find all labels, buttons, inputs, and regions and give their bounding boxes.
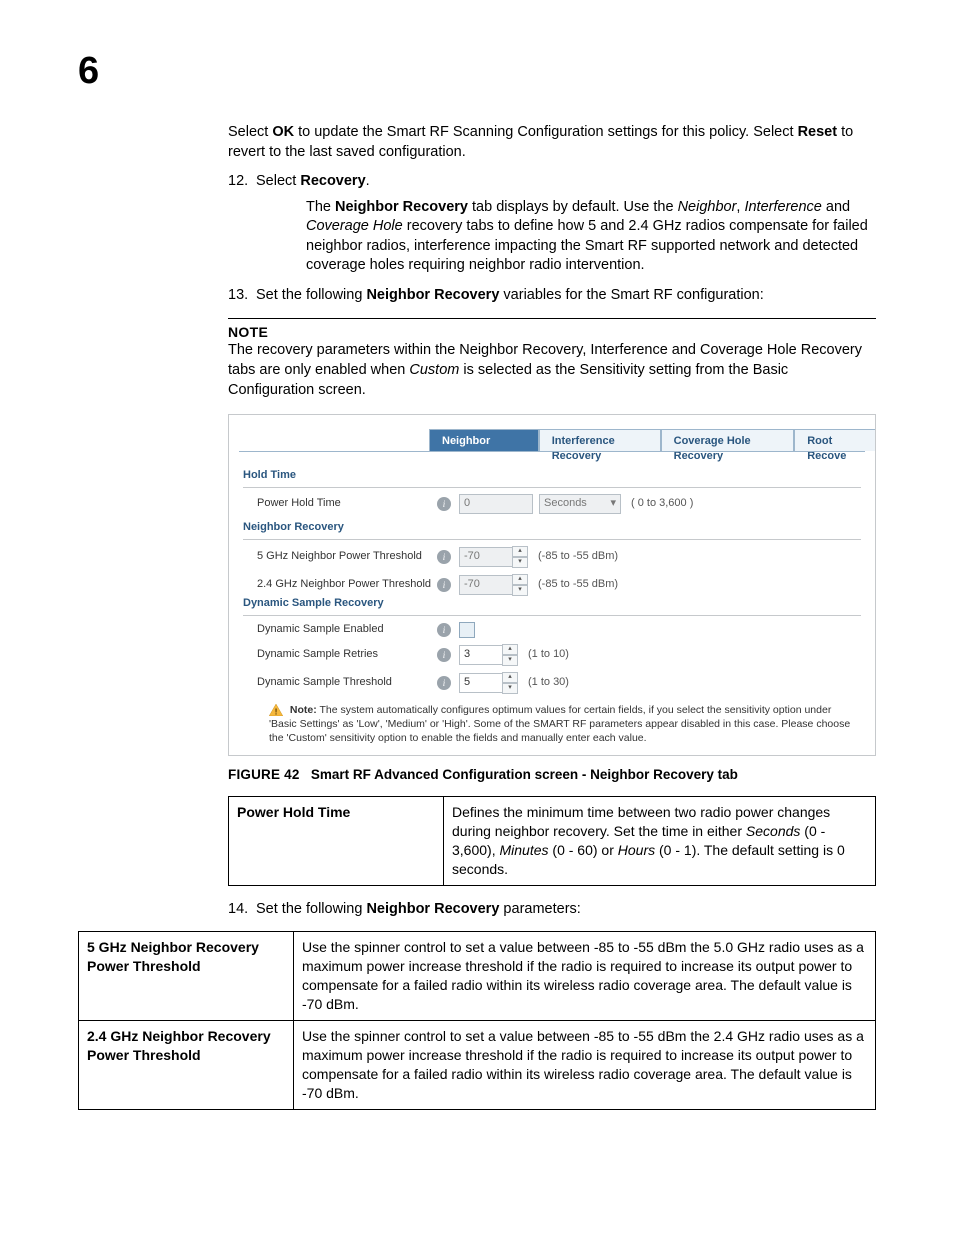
info-icon[interactable]: i: [437, 550, 451, 564]
note-heading: NOTE: [228, 323, 876, 342]
tab-interference-recovery[interactable]: Interference Recovery: [539, 429, 661, 451]
table-desc-24ghz: Use the spinner control to set a value b…: [294, 1020, 876, 1109]
step-13: 13.Set the following Neighbor Recovery v…: [228, 286, 876, 306]
input-ds-threshold[interactable]: 5: [459, 673, 503, 693]
tab-neighbor-recovery[interactable]: Neighbor Recovery: [429, 429, 539, 451]
warning-icon: !: [269, 704, 283, 716]
table-desc-5ghz: Use the spinner control to set a value b…: [294, 932, 876, 1021]
label-ds-threshold: Dynamic Sample Threshold: [257, 675, 437, 690]
label-24ghz-threshold: 2.4 GHz Neighbor Power Threshold: [257, 577, 437, 592]
hint-power-hold: ( 0 to 3,600 ): [631, 496, 693, 511]
table-power-hold: Power Hold Time Defines the minimum time…: [228, 796, 876, 886]
table-desc-power-hold: Defines the minimum time between two rad…: [444, 797, 876, 886]
group-hold-time: Hold Time: [243, 469, 296, 481]
checkbox-ds-enabled[interactable]: [459, 622, 475, 638]
figure-caption: FIGURE 42 Smart RF Advanced Configuratio…: [228, 766, 876, 784]
group-dynamic-sample: Dynamic Sample Recovery: [243, 597, 384, 609]
warning-note: ! Note: The system automatically configu…: [269, 703, 855, 746]
spinner-ds-retries[interactable]: ▴▾: [502, 644, 518, 666]
input-5ghz-threshold[interactable]: -70: [459, 547, 513, 567]
input-ds-retries[interactable]: 3: [459, 645, 503, 665]
table-header-5ghz: 5 GHz Neighbor Recovery Power Threshold: [79, 932, 294, 1021]
svg-text:!: !: [275, 706, 278, 716]
select-time-unit[interactable]: Seconds▾: [539, 494, 621, 514]
step-14: 14.Set the following Neighbor Recovery p…: [228, 900, 876, 920]
tab-root-recovery[interactable]: Root Recove: [794, 429, 875, 451]
spinner-5ghz[interactable]: ▴▾: [512, 546, 528, 568]
chapter-number: 6: [78, 50, 876, 93]
table-header-power-hold: Power Hold Time: [229, 797, 444, 886]
table-header-24ghz: 2.4 GHz Neighbor Recovery Power Threshol…: [79, 1020, 294, 1109]
hint-24ghz: (-85 to -55 dBm): [538, 577, 618, 592]
hint-ds-retries: (1 to 10): [528, 647, 569, 662]
note-body: The recovery parameters within the Neigh…: [228, 341, 876, 400]
label-ds-retries: Dynamic Sample Retries: [257, 647, 437, 662]
chevron-down-icon: ▾: [610, 496, 616, 511]
hint-ds-threshold: (1 to 30): [528, 675, 569, 690]
screenshot-panel: Neighbor Recovery Interference Recovery …: [228, 414, 876, 756]
info-icon[interactable]: i: [437, 578, 451, 592]
label-5ghz-threshold: 5 GHz Neighbor Power Threshold: [257, 549, 437, 564]
spinner-ds-threshold[interactable]: ▴▾: [502, 672, 518, 694]
info-icon[interactable]: i: [437, 623, 451, 637]
info-icon[interactable]: i: [437, 648, 451, 662]
group-neighbor-recovery: Neighbor Recovery: [243, 521, 344, 533]
intro-paragraph: Select OK to update the Smart RF Scannin…: [228, 123, 876, 162]
table-neighbor-recovery: 5 GHz Neighbor Recovery Power Threshold …: [78, 931, 876, 1109]
step-12: 12.Select Recovery. The Neighbor Recover…: [228, 172, 876, 276]
hint-5ghz: (-85 to -55 dBm): [538, 549, 618, 564]
info-icon[interactable]: i: [437, 676, 451, 690]
label-power-hold-time: Power Hold Time: [257, 496, 437, 511]
input-24ghz-threshold[interactable]: -70: [459, 575, 513, 595]
input-power-hold-time[interactable]: 0: [459, 494, 533, 514]
info-icon[interactable]: i: [437, 497, 451, 511]
tab-coverage-hole-recovery[interactable]: Coverage Hole Recovery: [661, 429, 795, 451]
label-ds-enabled: Dynamic Sample Enabled: [257, 622, 437, 637]
